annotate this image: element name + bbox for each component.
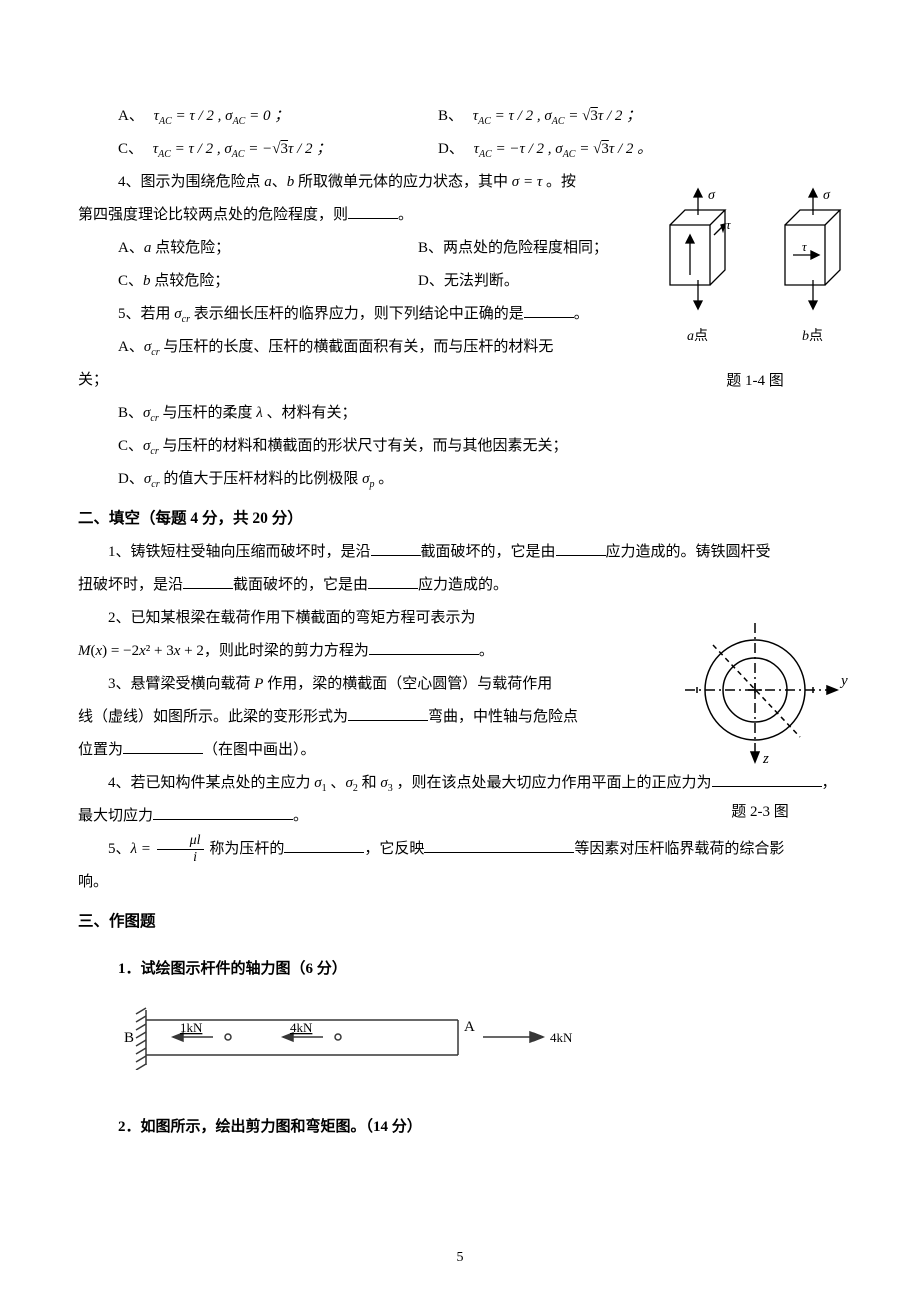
q5-choice-b: B、σcr 与压杆的柔度 λ 、材料有关； — [78, 397, 842, 430]
q5-choice-c: C、σcr 与压杆的材料和横截面的形状尺寸有关，而与其他因素无关； — [78, 430, 842, 463]
choice-row-cd: C、 τAC = τ / 2 , σAC = −√3τ / 2 ； D、 τAC… — [78, 133, 842, 166]
q4-choice-d: D、无法判断。 — [418, 265, 519, 298]
q5-choice-a: A、σcr 与压杆的长度、压杆的横截面面积有关，而与压杆的材料无 — [78, 331, 638, 364]
q3-2-title: 2．如图所示，绘出剪力图和弯矩图。（14 分） — [78, 1111, 842, 1144]
svg-text:τ: τ — [802, 239, 808, 254]
fill3-blank1 — [348, 705, 428, 722]
fill5-blank1 — [284, 837, 364, 854]
fill3-line2: 线（虚线）如图所示。此梁的变形形式为弯曲，中性轴与危险点 — [78, 701, 638, 734]
cube-a-label: aa点点 — [687, 322, 708, 353]
fill5-blank2 — [424, 837, 574, 854]
diagram-3-1: B 1kN 4kN A 4kN — [78, 1000, 842, 1083]
fill4-blank2 — [153, 804, 293, 821]
fill5-line2: 响。 — [78, 866, 842, 899]
fill1-blank2 — [556, 540, 606, 557]
q4-blank — [348, 203, 398, 220]
q5-choice-d: D、σcr 的值大于压杆材料的比例极限 σp 。 — [78, 463, 842, 496]
fill5-line1: 5、λ = μli 称为压杆的，它反映等因素对压杆临界载荷的综合影 — [78, 833, 842, 866]
label-1kn: 1kN — [180, 1020, 203, 1035]
fig23-caption: 题 2-3 图 — [660, 796, 860, 829]
fill3-blank2 — [123, 738, 203, 755]
fill1-blank4 — [368, 573, 418, 590]
q4-line1: 4、图示为围绕危险点 a、b 所取微单元体的应力状态，其中 σ = τ 。按 — [78, 166, 638, 199]
section3-title: 三、作图题 — [78, 905, 842, 939]
circle-section-icon: y z — [665, 605, 855, 775]
fill1: 1、铸铁短柱受轴向压缩而破坏时，是沿截面破坏的，它是由应力造成的。铸铁圆杆受 — [78, 536, 842, 569]
q5-blank — [524, 302, 574, 319]
choice-d: D、 τAC = −τ / 2 , σAC = √3τ / 2 。 — [438, 133, 652, 166]
svg-text:τ: τ — [726, 217, 732, 232]
fill3-line1: 3、悬臂梁受横向载荷 P 作用，梁的横截面（空心圆管）与载荷作用 — [78, 668, 638, 701]
fill3-line3: 位置为（在图中画出）。 — [78, 734, 638, 767]
fill1-line2: 扭破坏时，是沿截面破坏的，它是由应力造成的。 — [78, 569, 842, 602]
fig14-caption: 题 1-4 图 — [640, 365, 870, 398]
section2-title: 二、填空（每题 4 分，共 20 分） — [78, 502, 842, 536]
label-4kn-1: 4kN — [290, 1020, 313, 1035]
label-c: C、 — [118, 141, 143, 157]
fill1-blank1 — [371, 540, 421, 557]
axis-y-label: y — [839, 673, 848, 689]
fill2-blank — [369, 639, 479, 656]
cube-b-label: b点 — [802, 322, 823, 353]
cube-b-icon: σ τ — [765, 185, 860, 320]
label-A: A — [464, 1019, 475, 1035]
label-B: B — [124, 1030, 134, 1046]
cube-a-icon: σ τ — [650, 185, 745, 320]
fraction-icon: μli — [157, 834, 204, 865]
figure-2-3: y z 题 2-3 图 — [660, 605, 860, 829]
choice-a: A、 τAC = τ / 2 , σAC = 0 ； — [118, 100, 438, 133]
fill2-line1: 2、已知某根梁在载荷作用下横截面的弯矩方程可表示为 — [78, 602, 638, 635]
page-number: 5 — [0, 1243, 920, 1274]
axis-z-label: z — [762, 751, 769, 767]
q4-choice-a: A、a 点较危险； — [118, 232, 418, 265]
q4-choice-c: C、b 点较危险； — [118, 265, 418, 298]
fill1-blank3 — [183, 573, 233, 590]
choice-c: C、 τAC = τ / 2 , σAC = −√3τ / 2 ； — [118, 133, 438, 166]
label-a: A、 — [118, 108, 144, 124]
q5-stem: 5、若用 σcr 表示细长压杆的临界应力，则下列结论中正确的是。 — [78, 298, 638, 331]
q3-1-title: 1．试绘图示杆件的轴力图（6 分） — [78, 953, 842, 986]
q4-choice-b: B、两点处的危险程度相同； — [418, 232, 608, 265]
svg-text:σ: σ — [708, 188, 716, 203]
svg-text:σ: σ — [823, 188, 831, 203]
figure-1-4: σ τ aa点点 σ τ b点 题 — [640, 185, 870, 398]
label-d: D、 — [438, 141, 464, 157]
label-b: B、 — [438, 108, 463, 124]
label-4kn-2: 4kN — [550, 1030, 573, 1045]
choice-b: B、 τAC = τ / 2 , σAC = √3τ / 2 ； — [438, 100, 641, 133]
choice-row-ab: A、 τAC = τ / 2 , σAC = 0 ； B、 τAC = τ / … — [78, 100, 842, 133]
